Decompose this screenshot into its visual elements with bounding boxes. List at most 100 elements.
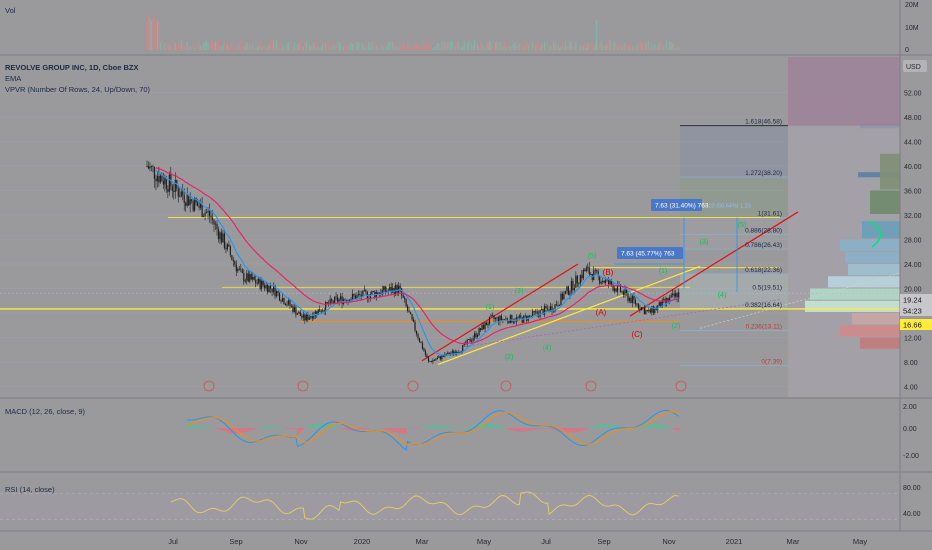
candle-body — [255, 280, 257, 284]
macd-histogram-bar — [259, 427, 261, 429]
macd-histogram-bar — [597, 424, 599, 429]
candle-body — [456, 351, 458, 354]
candle-body — [545, 306, 547, 309]
candle-body — [304, 314, 306, 321]
candle-body — [205, 212, 208, 213]
candle-body — [605, 279, 607, 283]
volume-bar — [240, 40, 242, 50]
price-tick-label: 36.00 — [904, 189, 922, 196]
volume-bar — [670, 42, 672, 50]
macd-legend[interactable]: MACD (12, 26, close, 9) — [5, 407, 86, 416]
macd-signal-line — [186, 411, 679, 446]
vpvr-legend[interactable]: VPVR (Number Of Rows, 24, Up/Down, 70) — [5, 85, 151, 94]
volume-bar — [347, 46, 349, 50]
volume-bar — [408, 41, 410, 50]
ema-legend[interactable]: EMA — [5, 74, 22, 83]
candle-body — [383, 286, 385, 290]
candle-body — [468, 339, 470, 340]
candle-body — [622, 291, 625, 296]
volume-bar — [584, 42, 586, 50]
volume-bar — [161, 40, 163, 50]
volume-bar — [462, 46, 464, 50]
volume-bar — [553, 41, 555, 50]
macd-histogram-bar — [613, 425, 616, 429]
volume-bar — [237, 46, 239, 50]
candle-body — [497, 317, 500, 323]
macd-histogram-bar — [399, 428, 401, 434]
candle-body — [362, 290, 364, 297]
time-axis-label: 2021 — [726, 537, 743, 546]
candle-body — [191, 199, 193, 202]
candle-body — [634, 299, 637, 305]
candle-body — [341, 296, 343, 304]
candle-body — [213, 219, 215, 225]
volume-bar — [603, 44, 605, 50]
volume-bar — [338, 41, 340, 50]
macd-histogram-bar — [292, 428, 294, 429]
candle-body — [596, 269, 598, 272]
volume-bar — [561, 42, 563, 50]
candle-body — [554, 304, 556, 312]
volume-bar — [243, 40, 245, 50]
candle-body — [621, 291, 623, 293]
macd-histogram-bar — [645, 425, 647, 429]
volume-bar — [535, 46, 537, 50]
candle-body — [532, 311, 534, 316]
volume-bar — [472, 45, 474, 50]
volume-bar — [164, 42, 166, 50]
candle-body — [564, 291, 567, 294]
macd-histogram-bar — [551, 428, 553, 430]
candle-body — [339, 296, 342, 300]
candle-body — [377, 292, 379, 295]
volume-bar — [518, 43, 520, 50]
macd-histogram-bar — [228, 428, 230, 433]
rsi-legend[interactable]: RSI (14, close) — [5, 485, 55, 494]
macd-histogram-bar — [325, 423, 327, 429]
volume-bar — [305, 41, 307, 50]
volume-bar — [209, 44, 211, 50]
candle-body — [240, 269, 242, 271]
volume-bar — [441, 40, 443, 50]
macd-histogram-bar — [445, 426, 447, 429]
volume-bar — [569, 40, 571, 50]
candle-body — [299, 312, 301, 317]
volume-bar — [153, 15, 155, 50]
candle-body — [314, 311, 316, 316]
macd-histogram-bar — [219, 428, 221, 430]
volume-bar — [497, 45, 499, 50]
volume-bar — [171, 46, 173, 50]
macd-histogram-bar — [405, 428, 407, 434]
macd-histogram-bar — [408, 426, 410, 429]
volume-bar — [582, 45, 584, 50]
macd-histogram-bar — [569, 428, 571, 433]
candle-body — [552, 311, 555, 313]
volume-bar — [268, 45, 270, 50]
macd-histogram-bar — [673, 428, 675, 430]
candle-body — [570, 280, 572, 292]
volume-bar — [536, 40, 538, 50]
macd-histogram-bar — [314, 423, 316, 429]
macd-histogram-bar — [602, 424, 604, 429]
volume-bar — [159, 41, 161, 50]
candle-body — [615, 288, 617, 292]
volume-bar — [612, 42, 614, 50]
volume-bar — [575, 41, 577, 50]
price-tick-label: 4.00 — [904, 385, 918, 392]
macd-histogram-bar — [192, 425, 194, 429]
volume-bar — [349, 43, 351, 50]
vol-legend[interactable]: Vol — [5, 6, 16, 15]
macd-histogram-bar — [390, 428, 392, 432]
symbol-title[interactable]: REVOLVE GROUP INC, 1D, Cboe BZX — [5, 63, 139, 72]
macd-histogram-bar — [663, 425, 665, 429]
volume-bar — [448, 41, 450, 50]
macd-histogram-bar — [435, 424, 437, 429]
candle-body — [541, 309, 543, 311]
measure-box-text: 7.63 (45.77%) 763 — [621, 251, 675, 258]
volume-bar — [427, 45, 429, 50]
candle-body — [387, 290, 389, 292]
macd-histogram-bar — [305, 427, 307, 429]
volume-bar — [299, 41, 301, 50]
macd-histogram-bar — [502, 426, 504, 429]
volume-bar — [666, 40, 668, 50]
